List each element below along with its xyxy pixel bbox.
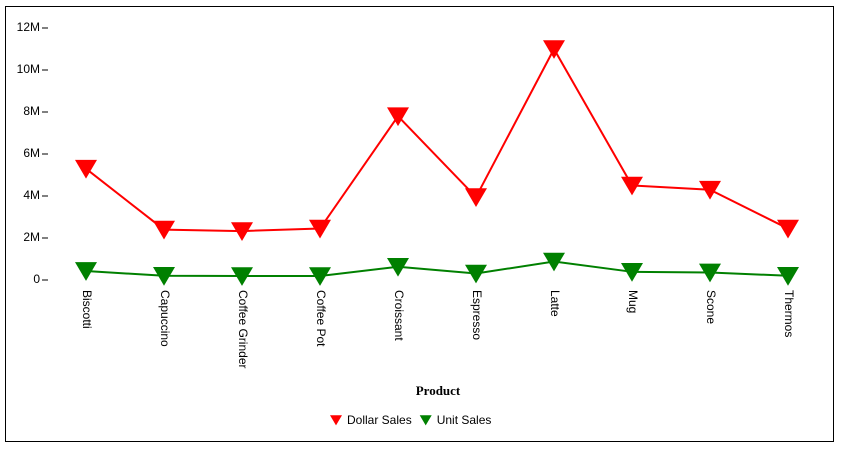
marker — [543, 40, 565, 59]
x-tick-label: Espresso — [470, 290, 484, 340]
chart-frame — [5, 6, 834, 442]
marker — [621, 263, 643, 282]
x-tick-label: Capuccino — [158, 290, 172, 347]
marker — [75, 262, 97, 281]
legend-label: Unit Sales — [437, 413, 492, 427]
y-tick-label: 4M — [23, 188, 40, 202]
marker — [153, 267, 175, 286]
marker — [309, 219, 331, 239]
marker — [699, 180, 721, 200]
y-tick-label: 12M — [17, 20, 40, 34]
x-tick-label: Scone — [704, 290, 718, 324]
x-tick-label: Coffee Pot — [314, 290, 328, 347]
marker — [465, 188, 487, 207]
y-tick-label: 0 — [33, 272, 40, 286]
marker — [621, 176, 643, 196]
marker — [387, 257, 409, 277]
y-tick-label: 8M — [23, 104, 40, 118]
x-tick-label: Thermos — [782, 290, 796, 337]
legend-marker — [419, 415, 432, 426]
x-tick-label: Latte — [548, 290, 562, 317]
marker — [75, 159, 97, 179]
marker — [153, 220, 175, 240]
legend-label: Dollar Sales — [347, 413, 412, 427]
marker — [309, 267, 331, 286]
x-tick-label: Mug — [626, 290, 640, 313]
x-axis-title: Product — [416, 383, 461, 398]
series-line — [85, 46, 789, 233]
y-tick-label: 10M — [17, 62, 40, 76]
marker — [777, 267, 799, 286]
x-tick-label: Biscotti — [80, 290, 94, 329]
legend-marker — [330, 415, 342, 426]
series-line — [85, 260, 789, 278]
marker — [231, 222, 253, 241]
marker — [231, 267, 253, 286]
marker — [699, 263, 721, 283]
marker — [387, 107, 409, 127]
marker — [543, 252, 565, 272]
marker — [465, 264, 487, 284]
y-tick-label: 6M — [23, 146, 40, 160]
marker — [777, 219, 799, 239]
x-tick-label: Croissant — [392, 290, 406, 341]
y-tick-label: 2M — [23, 230, 40, 244]
x-tick-label: Coffee Grinder — [236, 290, 250, 369]
